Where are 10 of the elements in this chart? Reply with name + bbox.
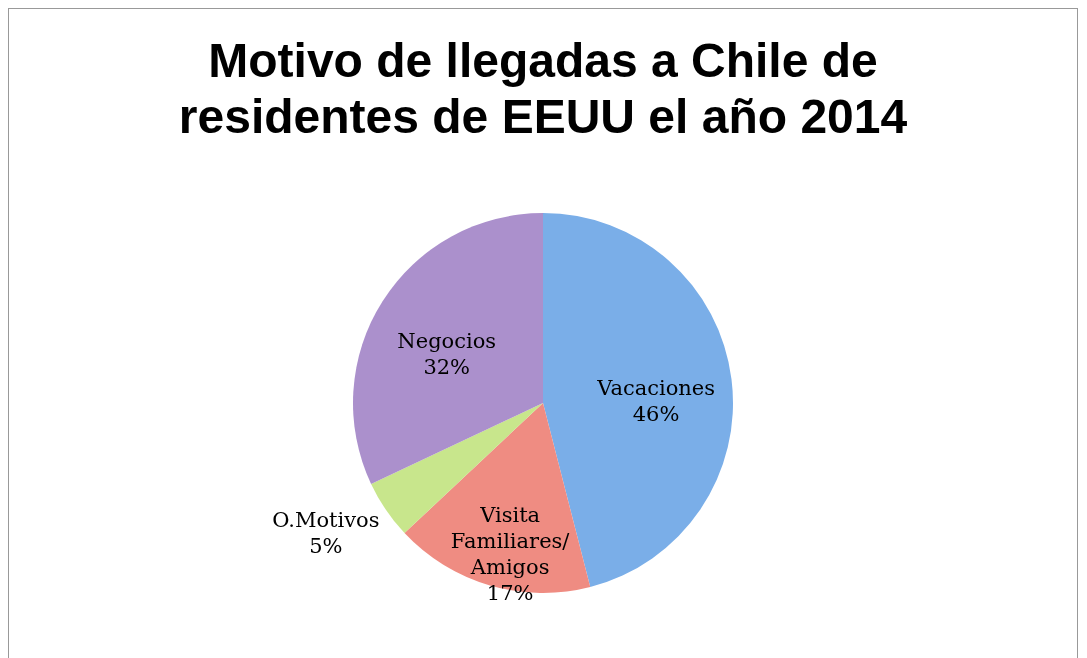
slice-label: Visita Familiares/ Amigos [450,503,571,580]
data-label: 5% [309,533,343,558]
data-label: 17% [486,581,534,606]
data-label: 32% [423,354,471,379]
chart-title: Motivo de llegadas a Chile de residentes de EEUU el año 2014 [178,34,908,143]
data-label: 46% [632,401,680,426]
slice-label: Vacaciones [596,375,716,400]
slice-label: O.Motivos [272,507,380,532]
slice-label: Negocios [397,328,497,353]
pie-slice [353,213,543,484]
